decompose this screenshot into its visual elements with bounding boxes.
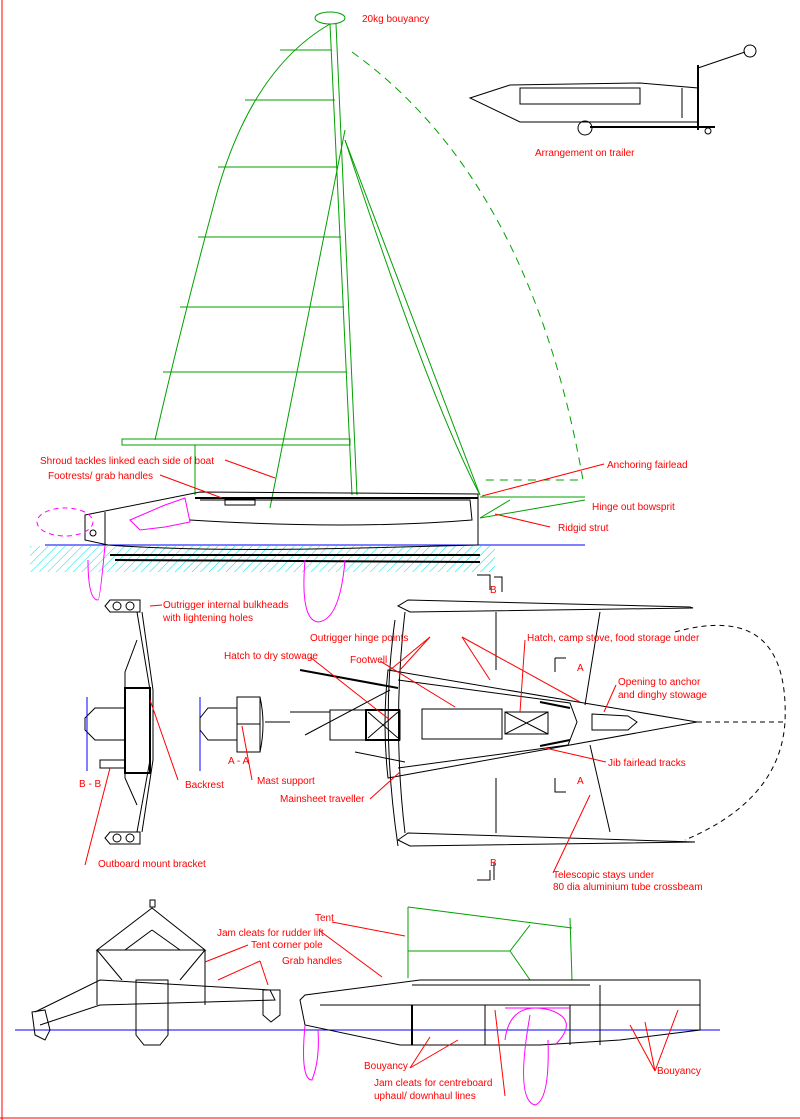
- section-b-label: B: [490, 585, 497, 596]
- centreboard: [303, 559, 346, 623]
- footrest: [224, 498, 256, 506]
- camping-views: Tent Jam cleats for rudder lift Tent cor…: [15, 899, 720, 1106]
- rear-crossbeam: [387, 611, 406, 847]
- bb-hull-section: [124, 687, 151, 774]
- outboard-bracket-label: Outboard mount bracket: [98, 859, 206, 870]
- camping-leaders: [204, 921, 679, 1097]
- masthead-buoyancy: [314, 11, 346, 25]
- jib-luff: [344, 139, 481, 496]
- jib-tracks-label: Jib fairlead tracks: [608, 758, 686, 769]
- bulkhead-label-1: Outrigger internal bulkheads: [163, 600, 289, 611]
- buoyancy-label: 20kg bouyancy: [362, 14, 429, 25]
- trailer-hull: [468, 82, 699, 123]
- plan-view: Outrigger hinge points Hatch, camp stove…: [224, 599, 786, 893]
- rudder: [87, 544, 106, 601]
- hatch-dry-label: Hatch to dry stowage: [224, 651, 318, 662]
- mast-support-label: Mast support: [257, 776, 315, 787]
- jib-leech: [344, 139, 481, 496]
- boom: [121, 438, 351, 446]
- dinghy-swing-arc: [674, 624, 786, 841]
- fairlead-label: Anchoring fairlead: [607, 460, 688, 471]
- mainsail-leech: [154, 23, 331, 441]
- front-main-hull: [135, 979, 169, 1046]
- aa-label: A - A: [228, 756, 249, 767]
- masthead-ball: [743, 44, 757, 58]
- section-a-top-label: A: [577, 663, 584, 674]
- tent-label: Tent: [315, 913, 334, 924]
- anchor-opening: [591, 713, 638, 731]
- tent-pole-label: Tent corner pole: [251, 940, 323, 951]
- bulkhead-top: [104, 599, 141, 613]
- tiller: [299, 669, 399, 689]
- tiller-extension: [304, 689, 391, 736]
- strut-label: Ridgid strut: [558, 523, 609, 534]
- outboard-motor: [129, 497, 191, 531]
- bulkhead-bottom: [104, 831, 141, 845]
- backrest-label: Backrest: [185, 780, 224, 791]
- bb-label: B - B: [79, 779, 102, 790]
- plan-leaders: [309, 636, 617, 874]
- jam-centreboard-label-2: uphaul/ downhaul lines: [374, 1091, 476, 1102]
- shroud: [269, 129, 346, 509]
- mast: [329, 23, 353, 496]
- outrigger-bottom: [397, 832, 696, 847]
- footwell-label: Footwell: [350, 655, 387, 666]
- front-outriggers: [34, 979, 276, 1026]
- jam-rudder-label: Jam cleats for rudder lift: [217, 928, 324, 939]
- hinge-label: Outrigger hinge points: [310, 633, 408, 644]
- outboard-motor-section: [84, 707, 125, 741]
- side-leaders: [159, 459, 605, 528]
- trailer-label: Arrangement on trailer: [535, 148, 635, 159]
- grab-handles-label: Grab handles: [282, 956, 342, 967]
- tent-front: [95, 907, 207, 951]
- footwell: [421, 708, 503, 740]
- rudder-lifted: [36, 507, 94, 537]
- section-a-a: A - A Mast support: [199, 696, 315, 787]
- side-view: Shroud tackles linked each side of boat …: [30, 11, 688, 623]
- side-centreboard: [523, 1014, 549, 1106]
- trailer-view: Arrangement on trailer: [468, 44, 757, 159]
- buoyancy-left-label: Bouyancy: [364, 1061, 408, 1072]
- jib-tracks: [539, 701, 571, 747]
- bulkhead-label-2: with lightening holes: [162, 613, 253, 624]
- traveller-label: Mainsheet traveller: [280, 794, 365, 805]
- hatch-stove: [504, 711, 549, 735]
- section-marker-b-top: [477, 574, 503, 592]
- strut: [479, 499, 511, 519]
- section-b-b: Outrigger internal bulkheads with lighte…: [79, 599, 289, 870]
- opening-label-2: and dinghy stowage: [618, 690, 707, 701]
- outrigger-top: [396, 599, 694, 613]
- shroud-label: Shroud tackles linked each side of boat: [40, 456, 214, 467]
- sail-battens: [163, 49, 347, 373]
- stays-label-1: Telescopic stays under: [553, 870, 655, 881]
- tent-ridge: [407, 906, 573, 929]
- hatch-stove-label: Hatch, camp stove, food storage under: [527, 633, 700, 644]
- stays-label-2: 80 dia aluminium tube crossbeam: [553, 882, 703, 893]
- jam-centreboard-label-1: Jam cleats for centreboard: [374, 1078, 492, 1089]
- telescopic-stay-bottom: [589, 744, 611, 833]
- gennaker-outline: [351, 51, 584, 481]
- footrest-label: Footrests/ grab handles: [48, 471, 153, 482]
- water-hatch: [30, 546, 495, 572]
- trailer-wheel: [577, 120, 593, 136]
- hatch-dry-stowage: [365, 709, 400, 741]
- section-a-bottom-label: A: [577, 776, 584, 787]
- outboard-bracket: [99, 759, 126, 769]
- side-rudder: [303, 1024, 319, 1081]
- opening-label-1: Opening to anchor: [618, 677, 701, 688]
- bowsprit-label: Hinge out bowsprit: [592, 502, 675, 513]
- main-hull: [84, 491, 479, 550]
- telescopic-stay-top: [584, 611, 601, 706]
- plan-main-hull: [384, 669, 698, 779]
- side-main-hull: [299, 979, 701, 1046]
- buoyancy-right-label: Bouyancy: [657, 1066, 701, 1077]
- section-b-bottom-label: B: [490, 858, 497, 869]
